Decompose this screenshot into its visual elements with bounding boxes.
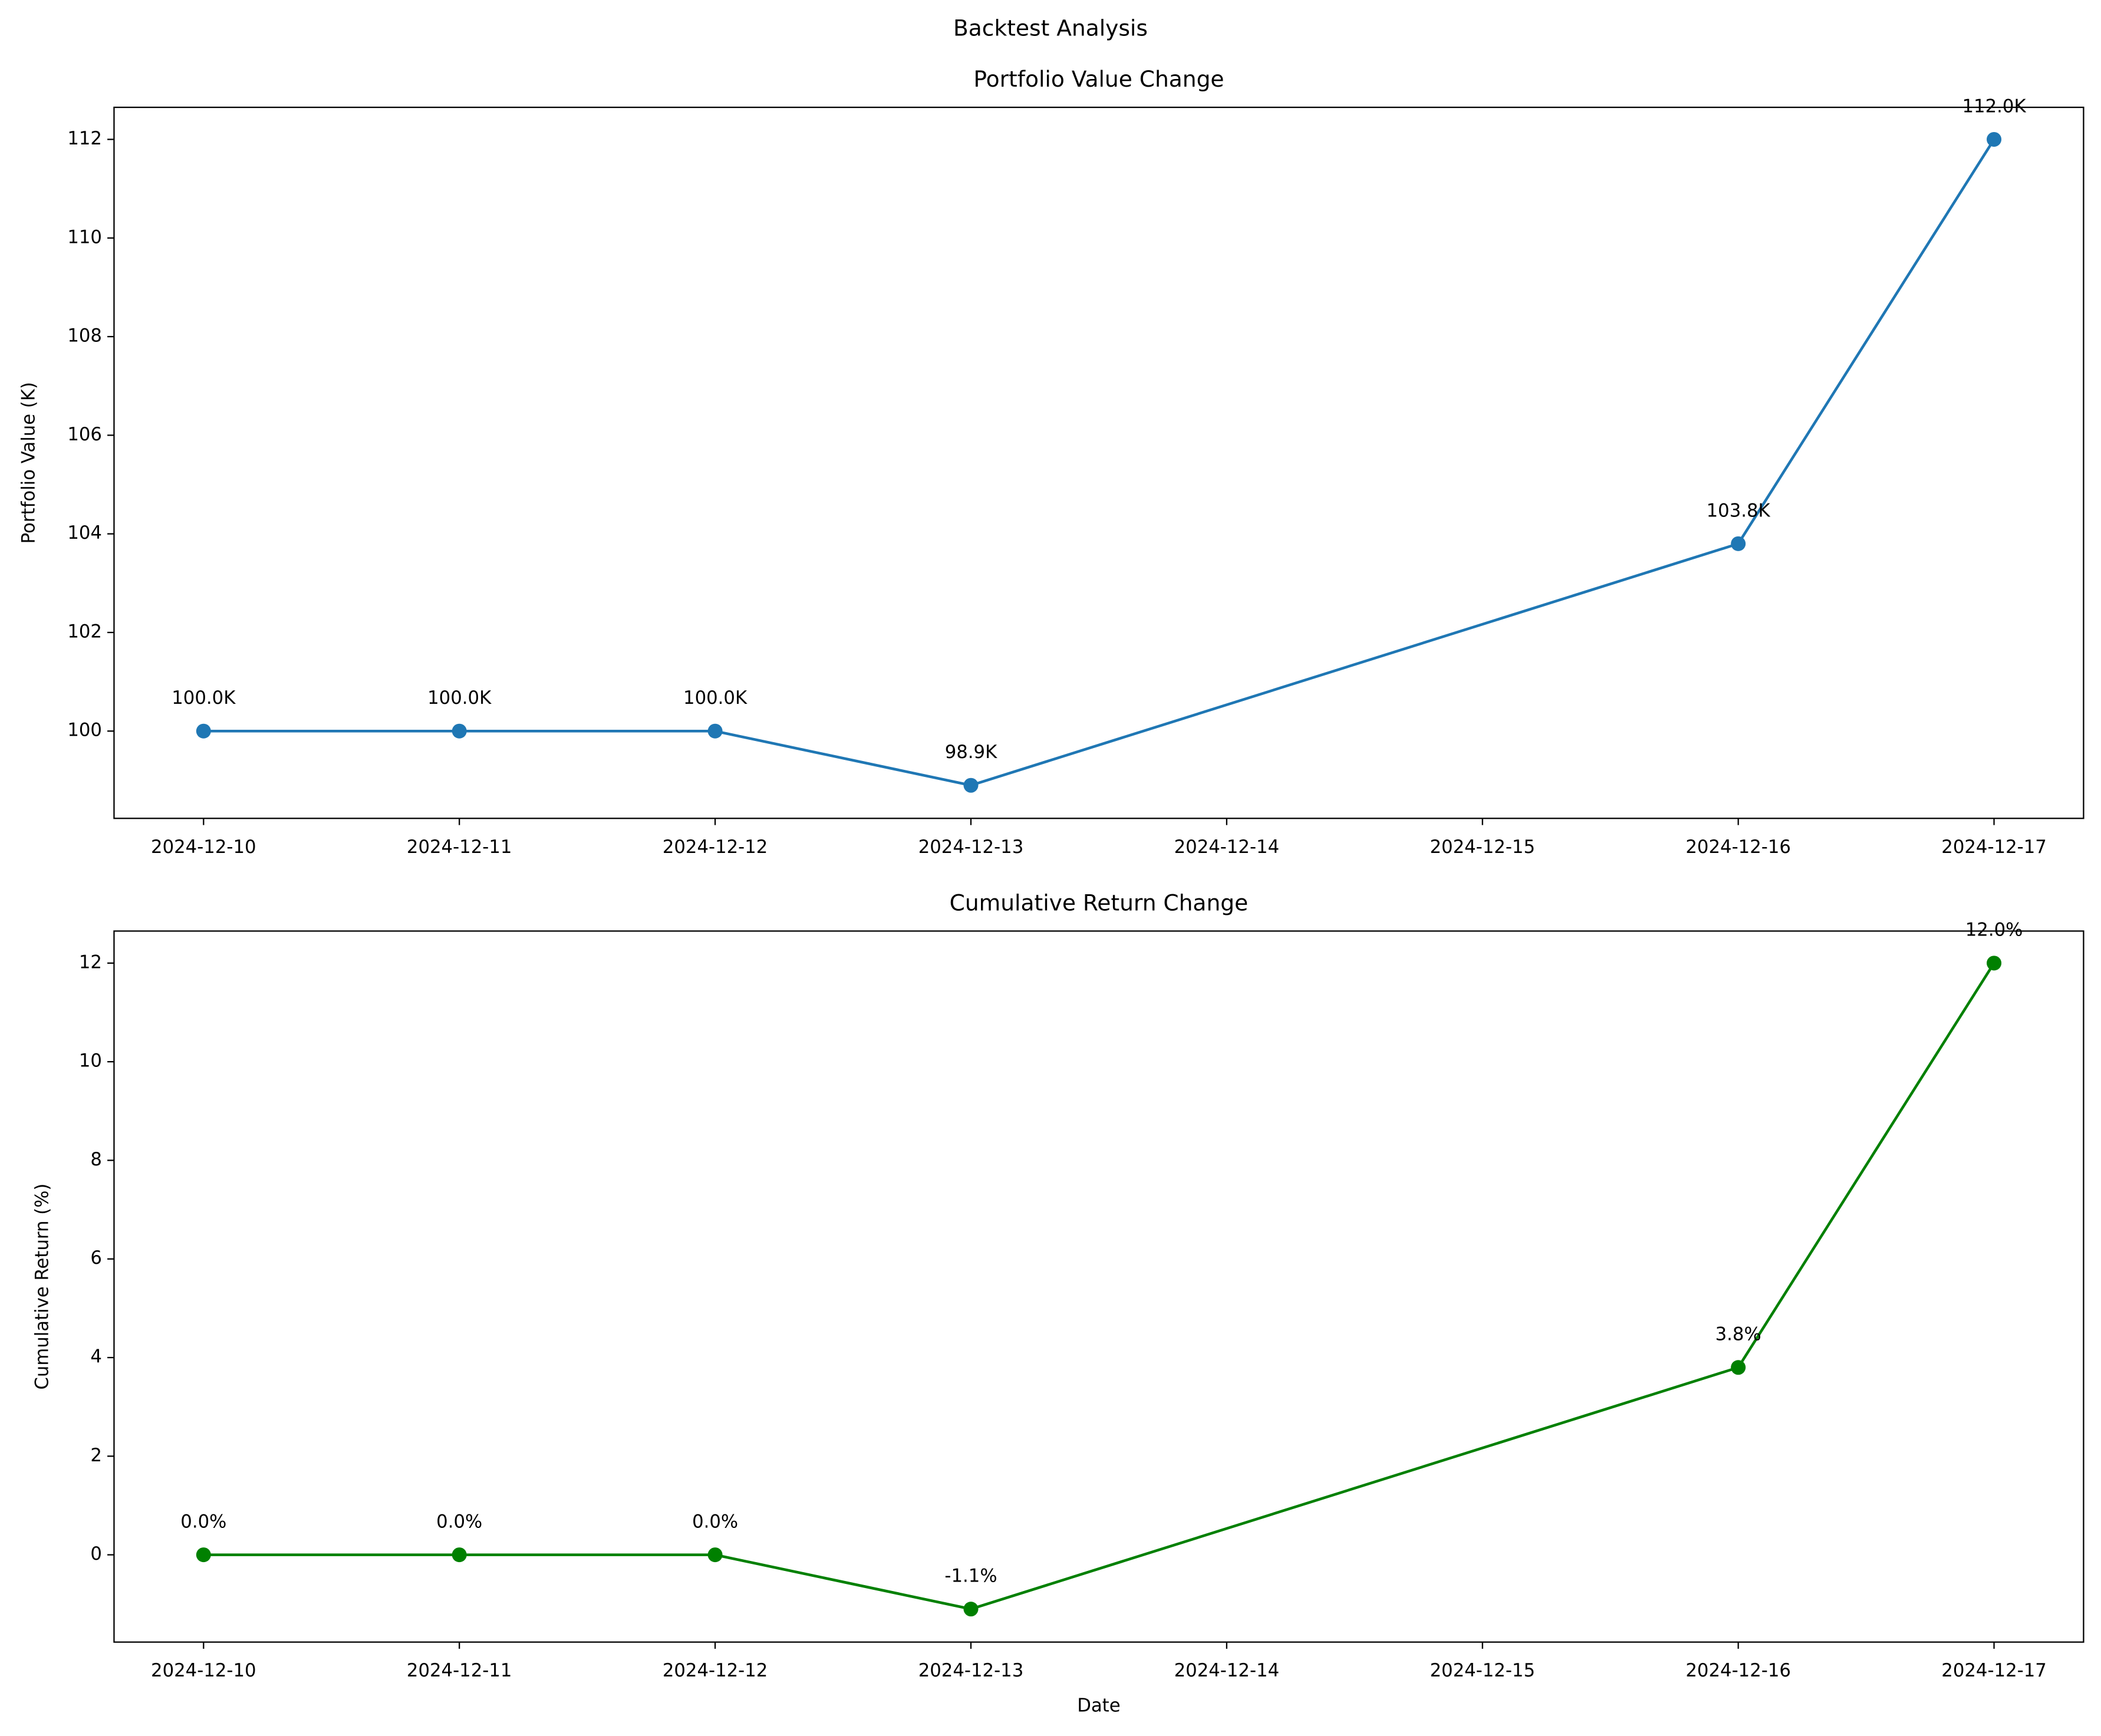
marker	[1987, 956, 2002, 971]
data-label: 12.0%	[1965, 920, 2023, 941]
x-tick-label: 2024-12-13	[918, 1660, 1024, 1681]
y-tick-label: 108	[67, 325, 102, 347]
y-axis-label: Portfolio Value (K)	[18, 382, 39, 543]
x-tick-label: 2024-12-15	[1430, 836, 1536, 858]
y-tick-label: 0	[90, 1543, 102, 1564]
x-tick-label: 2024-12-17	[1941, 836, 2047, 858]
x-tick-label: 2024-12-16	[1685, 836, 1791, 858]
y-tick-label: 102	[67, 621, 102, 642]
axes-title: Cumulative Return Change	[950, 890, 1249, 915]
y-tick-label: 6	[90, 1247, 102, 1269]
data-label: 0.0%	[436, 1511, 482, 1532]
x-tick-label: 2024-12-10	[151, 1660, 256, 1681]
marker	[452, 1547, 467, 1563]
x-tick-label: 2024-12-12	[663, 836, 768, 858]
data-label: 0.0%	[180, 1511, 226, 1532]
marker	[963, 778, 979, 793]
line	[203, 139, 1995, 787]
axes-frame	[113, 930, 2084, 1643]
x-tick-label: 2024-12-12	[663, 1660, 768, 1681]
x-tick-label: 2024-12-14	[1174, 836, 1280, 858]
marker	[1731, 536, 1746, 551]
x-tick-label: 2024-12-13	[918, 836, 1024, 858]
axes-frame	[113, 106, 2084, 819]
y-tick-label: 8	[90, 1149, 102, 1170]
y-tick-label: 112	[67, 128, 102, 149]
y-tick-label: 4	[90, 1346, 102, 1368]
y-tick-label: 10	[79, 1050, 102, 1072]
y-tick-label: 12	[79, 951, 102, 973]
line	[203, 962, 1995, 1610]
figure-title: Backtest Analysis	[953, 15, 1148, 41]
x-axis-label: Date	[1077, 1695, 1120, 1716]
x-tick-label: 2024-12-14	[1174, 1660, 1280, 1681]
marker	[963, 1602, 979, 1617]
x-tick-label: 2024-12-11	[407, 1660, 512, 1681]
marker	[196, 723, 211, 739]
data-label: 100.0K	[683, 687, 747, 709]
marker	[452, 723, 467, 739]
data-label: -1.1%	[944, 1566, 997, 1587]
data-label: 3.8%	[1715, 1324, 1761, 1345]
marker	[196, 1547, 211, 1563]
x-tick-label: 2024-12-16	[1685, 1660, 1791, 1681]
marker	[1987, 131, 2002, 147]
data-label: 112.0K	[1962, 95, 2027, 117]
marker	[707, 723, 723, 739]
y-tick-label: 100	[67, 720, 102, 741]
x-tick-label: 2024-12-15	[1430, 1660, 1536, 1681]
y-tick-label: 106	[67, 424, 102, 445]
data-label: 103.8K	[1707, 500, 1771, 521]
marker	[1731, 1360, 1746, 1375]
data-label: 100.0K	[427, 687, 492, 709]
marker	[707, 1547, 723, 1563]
y-tick-label: 2	[90, 1445, 102, 1466]
y-tick-label: 110	[67, 226, 102, 248]
data-label: 100.0K	[172, 687, 236, 709]
y-axis-label: Cumulative Return (%)	[31, 1184, 52, 1390]
x-tick-label: 2024-12-11	[407, 836, 512, 858]
data-label: 0.0%	[692, 1511, 738, 1532]
x-tick-label: 2024-12-17	[1941, 1660, 2047, 1681]
x-tick-label: 2024-12-10	[151, 836, 256, 858]
axes-title: Portfolio Value Change	[973, 66, 1224, 92]
y-tick-label: 104	[67, 522, 102, 543]
data-label: 98.9K	[945, 742, 997, 763]
